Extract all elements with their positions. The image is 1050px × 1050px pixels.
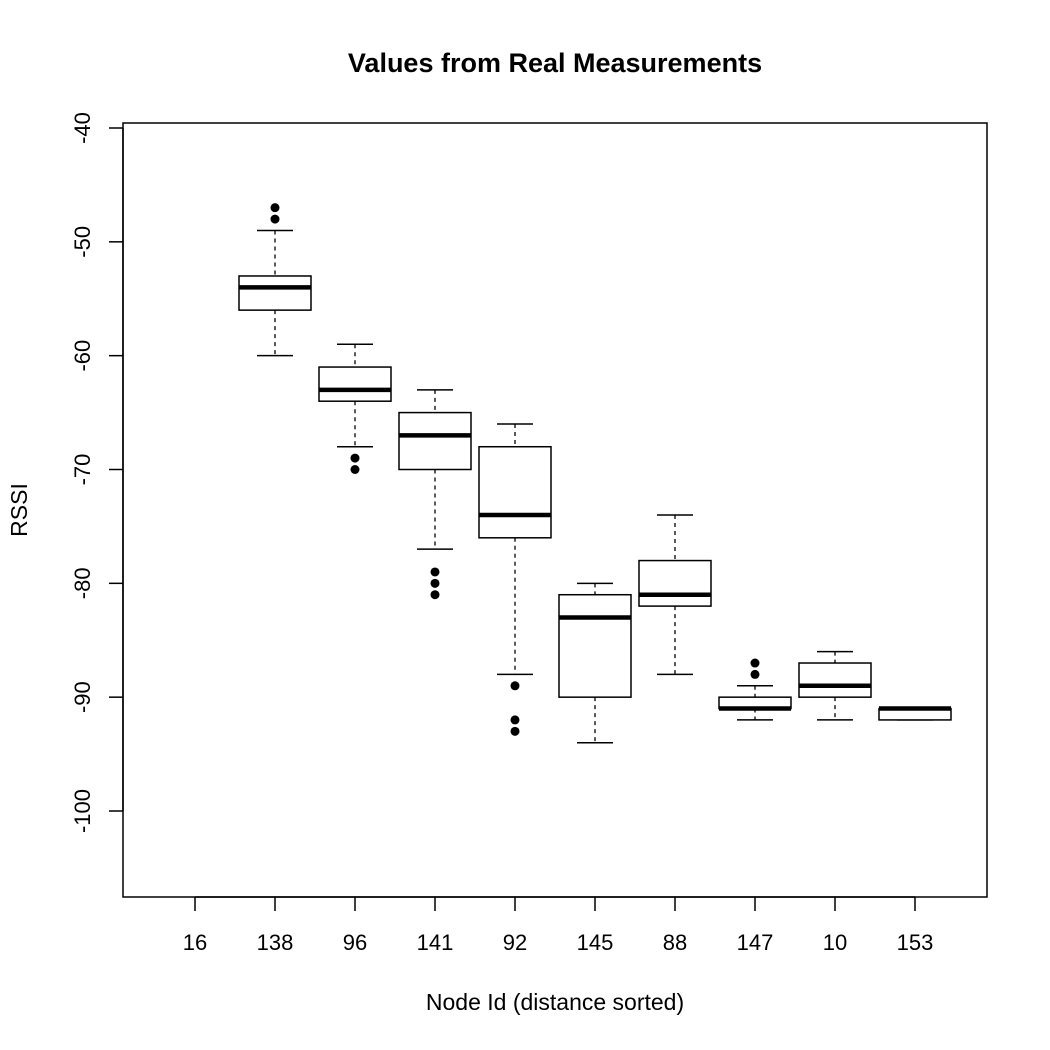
box-iqr [638,559,712,607]
box-141 [398,389,472,600]
box-145 [558,582,632,744]
x-tick-label: 16 [183,930,207,955]
box-153 [878,706,952,721]
y-tick-label: -100 [70,789,95,833]
box-92 [478,423,552,736]
y-tick-label: -70 [70,454,95,486]
y-tick-label: -60 [70,340,95,372]
y-tick-label: -50 [70,226,95,258]
outlier-point [350,465,360,474]
box-iqr [558,593,632,698]
x-axis: 16 138 96 141 92 145 88 147 10 153 [183,896,934,955]
plot-frame [122,122,988,898]
x-tick-label: 96 [343,930,367,955]
boxes [238,203,952,744]
chart-title: Values from Real Measurements [348,48,762,78]
box-iqr [798,662,872,698]
box-iqr [238,275,312,311]
box-iqr [478,445,552,539]
box-147 [718,658,792,721]
y-tick-label: -40 [70,112,95,144]
outlier-point [750,669,760,679]
outlier-point [430,567,440,577]
x-tick-label: 153 [897,930,934,955]
outlier-point [430,578,440,588]
outlier-point [510,681,520,691]
y-tick-label: -90 [70,681,95,713]
x-tick-label: 145 [577,930,614,955]
box-88 [638,514,712,676]
x-tick-label: 88 [663,930,687,955]
outlier-point [510,726,520,736]
outlier-point [430,590,440,600]
outlier-point [270,203,280,213]
box-iqr [398,411,472,471]
x-tick-label: 138 [257,930,294,955]
box-96 [318,343,392,474]
outlier-point [350,453,360,463]
x-axis-title: Node Id (distance sorted) [426,989,684,1015]
box-10 [798,650,872,721]
x-tick-label: 92 [503,930,527,955]
y-tick-label: -80 [70,567,95,599]
x-tick-label: 10 [823,930,847,955]
x-tick-label: 141 [417,930,454,955]
outlier-point [270,214,280,224]
y-axis: -40 -50 -60 -70 -80 -90 -100 [70,112,124,833]
outlier-point [750,658,760,668]
y-axis-title: RSSI [6,483,32,537]
x-tick-label: 147 [737,930,774,955]
outlier-point [510,715,520,725]
box-iqr [318,366,392,402]
box-138 [238,203,312,357]
